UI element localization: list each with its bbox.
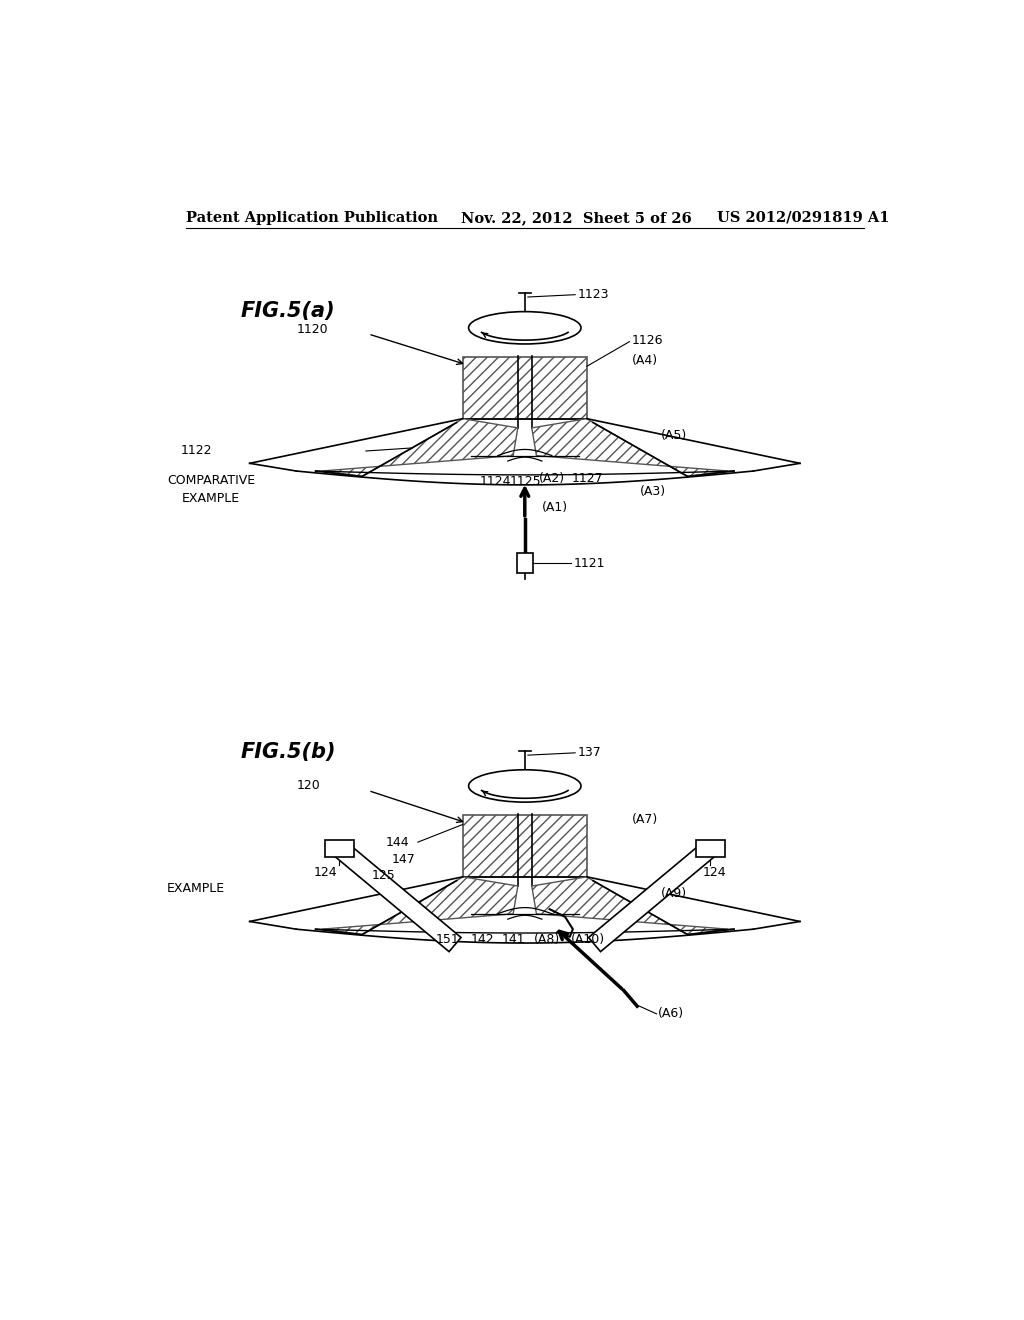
- Polygon shape: [463, 358, 587, 418]
- Text: Nov. 22, 2012  Sheet 5 of 26: Nov. 22, 2012 Sheet 5 of 26: [461, 211, 692, 224]
- Ellipse shape: [469, 770, 581, 803]
- Text: 142: 142: [471, 933, 495, 946]
- Text: 1127: 1127: [571, 473, 603, 486]
- Text: (A5): (A5): [660, 429, 687, 442]
- Text: 124: 124: [702, 866, 726, 879]
- Text: 1126: 1126: [632, 334, 664, 347]
- Text: 1123: 1123: [578, 288, 609, 301]
- Bar: [325, 840, 354, 857]
- Polygon shape: [589, 841, 717, 952]
- Text: 125: 125: [372, 869, 395, 882]
- Polygon shape: [322, 876, 518, 935]
- Text: 141: 141: [502, 933, 525, 946]
- Text: Patent Application Publication: Patent Application Publication: [186, 211, 438, 224]
- Polygon shape: [322, 418, 518, 477]
- Text: COMPARATIVE
EXAMPLE: COMPARATIVE EXAMPLE: [167, 474, 255, 504]
- Text: 124: 124: [313, 866, 337, 879]
- Text: US 2012/0291819 A1: US 2012/0291819 A1: [717, 211, 890, 224]
- Text: 120: 120: [297, 779, 321, 792]
- Ellipse shape: [469, 312, 581, 345]
- Bar: [695, 840, 725, 857]
- Polygon shape: [333, 841, 461, 952]
- Text: (A7): (A7): [632, 813, 658, 825]
- Text: 1122: 1122: [180, 445, 212, 458]
- Text: 1124: 1124: [480, 475, 511, 488]
- Text: 144: 144: [385, 836, 409, 849]
- Polygon shape: [463, 816, 587, 876]
- Text: EXAMPLE: EXAMPLE: [167, 882, 225, 895]
- Text: (A9): (A9): [660, 887, 686, 900]
- Text: (A6): (A6): [658, 1007, 684, 1020]
- Text: (A3): (A3): [640, 486, 666, 499]
- Text: 1120: 1120: [297, 323, 329, 335]
- Text: 1121: 1121: [573, 557, 605, 569]
- Text: (A2): (A2): [539, 473, 565, 486]
- Text: (A8): (A8): [535, 933, 560, 946]
- Text: (A4): (A4): [632, 354, 657, 367]
- Text: 137: 137: [578, 746, 601, 759]
- Text: (A1): (A1): [542, 500, 568, 513]
- Polygon shape: [531, 876, 728, 935]
- Text: 151: 151: [435, 933, 460, 946]
- Polygon shape: [531, 418, 728, 477]
- Text: FIG.5(b): FIG.5(b): [241, 742, 336, 762]
- Bar: [517, 553, 532, 573]
- Text: FIG.5(a): FIG.5(a): [241, 301, 335, 321]
- Text: 147: 147: [391, 853, 416, 866]
- Text: (A10): (A10): [571, 933, 605, 946]
- Text: 1125: 1125: [509, 475, 541, 488]
